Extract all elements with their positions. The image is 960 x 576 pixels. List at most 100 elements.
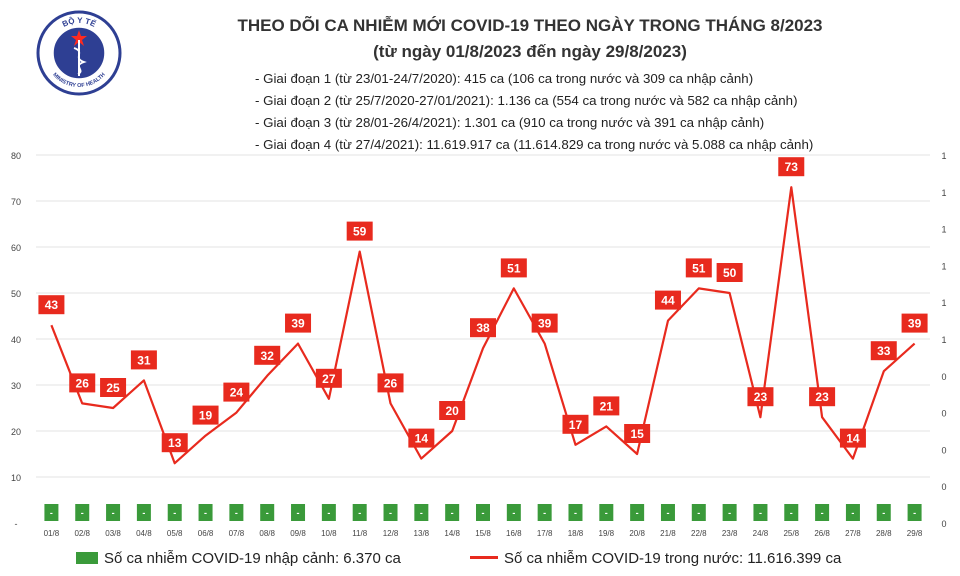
- data-label-box: [747, 387, 774, 407]
- y-tick-label: 20: [11, 427, 21, 437]
- bar-data-label: -: [420, 508, 423, 518]
- data-label: 39: [908, 317, 922, 331]
- data-label-box: [500, 258, 527, 278]
- bar-data-label: -: [574, 508, 577, 518]
- data-label: 27: [322, 372, 336, 386]
- bar-imported: [815, 504, 830, 521]
- bar-imported: [537, 504, 552, 521]
- bar-imported: [198, 504, 213, 521]
- svg-text:BỘ Y TẾ: BỘ Y TẾ: [61, 16, 98, 29]
- data-label: 26: [384, 376, 398, 390]
- bar-data-label: -: [297, 508, 300, 518]
- x-tick-label: 20/8: [629, 529, 645, 538]
- data-label: 13: [168, 436, 182, 450]
- data-label-box: [654, 290, 681, 310]
- x-tick-label: 14/8: [444, 529, 460, 538]
- data-label: 23: [754, 390, 768, 404]
- x-tick-label: 07/8: [229, 529, 245, 538]
- y2-tick-label: 0: [941, 409, 946, 419]
- x-tick-label: 27/8: [845, 529, 861, 538]
- y2-tick-label: 1: [941, 151, 946, 161]
- bar-data-label: -: [482, 508, 485, 518]
- bar-imported: [260, 504, 275, 521]
- series-line-domestic: [50, 186, 916, 465]
- bar-imported: [476, 504, 490, 521]
- data-label-box: [38, 295, 65, 315]
- x-tick-label: 16/8: [506, 529, 522, 538]
- y2-tick-label: 0: [941, 519, 946, 529]
- ministry-of-health-logo: BỘ Y TẾ MINISTRY OF HEALTH: [36, 10, 122, 96]
- bar-imported: [44, 504, 59, 521]
- y-tick-label: 10: [11, 473, 21, 483]
- phase-4-summary: - Giai đoạn 4 (từ 27/4/2021): 11.619.917…: [255, 137, 814, 152]
- bar-data-label: -: [913, 508, 916, 518]
- bar-data-label: -: [759, 508, 762, 518]
- data-label-box: [870, 341, 897, 361]
- bar-imported: [599, 504, 614, 521]
- bar-imported: [722, 504, 737, 521]
- y-tick-label: 60: [11, 243, 21, 253]
- data-label-box: [315, 368, 342, 388]
- data-label-box: [346, 221, 373, 241]
- data-label: 33: [877, 344, 891, 358]
- data-label: 20: [445, 404, 459, 418]
- bar-data-label: -: [451, 508, 454, 518]
- bar-data-label: -: [605, 508, 608, 518]
- data-label: 14: [846, 432, 860, 446]
- x-tick-label: 09/8: [290, 529, 306, 538]
- bar-imported: [876, 504, 891, 521]
- page-subtitle: (từ ngày 01/8/2023 đến ngày 29/8/2023): [373, 42, 687, 61]
- data-label-box: [161, 433, 188, 453]
- bar-imported: [106, 504, 121, 521]
- data-label-box: [593, 396, 620, 416]
- data-label: 19: [199, 409, 213, 423]
- bar-imported: [136, 504, 151, 521]
- y2-tick-label: 0: [941, 445, 946, 455]
- data-label-box: [839, 428, 866, 448]
- x-tick-label: 29/8: [907, 529, 923, 538]
- y-tick-label: 30: [11, 381, 21, 391]
- bar-data-label: -: [142, 508, 145, 518]
- x-tick-label: 24/8: [753, 529, 769, 538]
- bar-imported: [907, 504, 922, 521]
- bar-imported: [414, 504, 429, 521]
- data-label: 38: [476, 321, 490, 335]
- data-label: 26: [76, 376, 90, 390]
- bar-imported: [167, 504, 182, 521]
- bar-data-label: -: [882, 508, 885, 518]
- data-label-box: [254, 345, 281, 365]
- bar-data-label: -: [266, 508, 269, 518]
- bar-data-label: -: [697, 508, 700, 518]
- bar-imported: [753, 504, 768, 521]
- legend-line-swatch: [470, 556, 498, 559]
- bar-data-label: -: [636, 508, 639, 518]
- bar-imported: [784, 504, 799, 521]
- bar-data-label: -: [173, 508, 176, 518]
- legend-bar-swatch: [76, 552, 98, 564]
- bar-data-label: -: [512, 508, 515, 518]
- data-label-box: [130, 350, 157, 370]
- data-label: 51: [692, 261, 706, 275]
- y-tick-label: -: [15, 519, 18, 529]
- x-tick-label: 19/8: [599, 529, 615, 538]
- data-label-box: [624, 424, 651, 443]
- phase-2-summary: - Giai đoạn 2 (từ 25/7/2020-27/01/2021):…: [255, 93, 798, 108]
- data-label-box: [69, 373, 96, 393]
- x-tick-label: 01/8: [44, 529, 60, 538]
- data-label-box: [470, 318, 496, 338]
- y-tick-label: 50: [11, 289, 21, 299]
- x-tick-label: 25/8: [783, 529, 799, 538]
- data-label-box: [285, 313, 312, 333]
- phase-1-summary: - Giai đoạn 1 (từ 23/01-24/7/2020): 415 …: [255, 71, 754, 86]
- bar-imported: [383, 504, 398, 521]
- x-tick-label: 02/8: [74, 529, 90, 538]
- data-label: 21: [600, 399, 614, 413]
- data-label: 44: [661, 294, 675, 308]
- data-label: 17: [569, 418, 583, 432]
- x-tick-label: 08/8: [259, 529, 275, 538]
- bar-imported: [660, 504, 675, 521]
- y2-tick-label: 1: [941, 261, 946, 271]
- x-tick-label: 04/8: [136, 529, 152, 538]
- x-tick-label: 13/8: [414, 529, 430, 538]
